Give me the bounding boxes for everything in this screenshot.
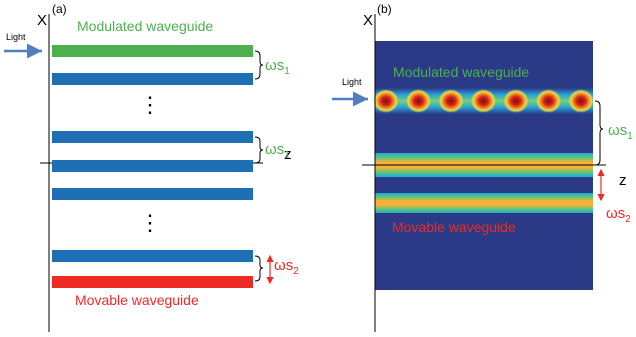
panel-a-z-axis-label: z (284, 146, 292, 163)
panel-a-bracket-1 (254, 50, 264, 80)
panel-a: X (a) z Light Modulated waveguide ⋮ ⋮ Mo… (4, 2, 299, 332)
panel-a-spacing-1: ωs1 (265, 57, 290, 77)
panel-a-x-axis-label: X (37, 12, 47, 29)
panel-a-modulated-waveguide (52, 45, 253, 57)
panel-a-bracket-2 (254, 136, 264, 164)
panel-b-light-label: Light (342, 77, 362, 87)
panel-b-hotspot (535, 89, 562, 113)
panel-a-movable-label: Movable waveguide (75, 292, 199, 308)
panel-b-hotspot (405, 89, 432, 113)
panel-a-waveguide-2 (52, 131, 253, 143)
panel-a-tag: (a) (52, 2, 67, 16)
panel-b-hotspot (503, 89, 529, 113)
panel-a-spacing-1b: ωs1 (265, 141, 290, 161)
panel-a-bracket-3 (254, 255, 264, 282)
panel-a-movable-waveguide (52, 276, 253, 288)
panel-b-z-axis-label: z (619, 172, 627, 189)
panel-a-modulated-label: Modulated waveguide (77, 18, 213, 34)
panel-b-spacing-1: ωs1 (608, 122, 633, 142)
panel-b-spacing-2: ωs2 (606, 205, 631, 225)
panel-b-movable-label: Movable waveguide (392, 219, 516, 235)
panel-a-waveguide-3 (52, 160, 253, 172)
panel-b-modulated-label: Modulated waveguide (393, 64, 529, 80)
panel-a-light-label: Light (6, 32, 26, 42)
panel-a-waveguide-4 (52, 188, 253, 200)
panel-a-ellipsis-bottom: ⋮ (139, 210, 161, 235)
panel-b-hotspot (438, 89, 464, 113)
panel-b-tag: (b) (377, 2, 392, 16)
panel-a-spacing-2: ωs2 (274, 257, 299, 277)
panel-b-hotspots (373, 89, 594, 113)
panel-b-hotspot (373, 89, 399, 113)
panel-a-waveguide-5 (52, 250, 253, 262)
panel-b: X (b) z Light Modulated waveguide Movabl… (332, 2, 633, 332)
panel-b-hotspot (568, 89, 594, 113)
panel-a-ellipsis-top: ⋮ (139, 92, 161, 117)
panel-b-band-2 (375, 193, 593, 213)
panel-b-hotspot (470, 89, 497, 113)
panel-b-x-axis-label: X (363, 12, 373, 29)
panel-a-waveguide-1 (52, 73, 253, 85)
panel-b-bracket-1 (594, 100, 604, 166)
